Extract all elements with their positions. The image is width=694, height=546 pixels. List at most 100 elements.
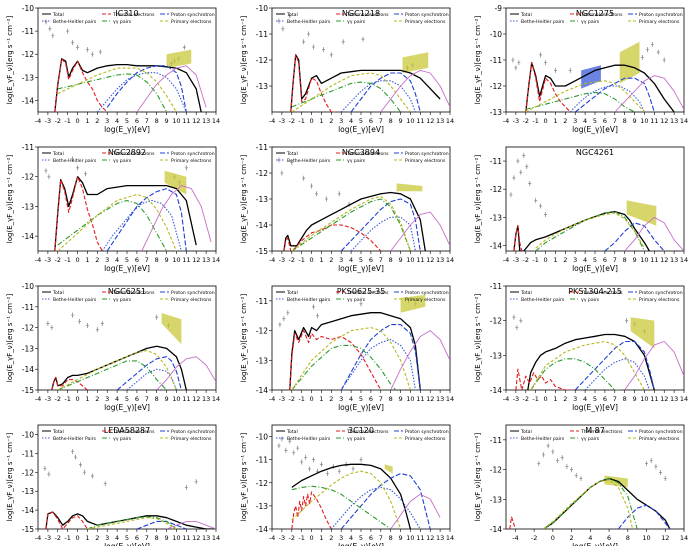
panel-3c120-xlabel: log(E_γ)[eV]: [338, 542, 384, 546]
series-line-primary-electrons: [535, 212, 645, 249]
data-point: [286, 310, 290, 316]
legend-label: γγ pairs: [113, 19, 132, 25]
data-point: [516, 158, 520, 164]
panel-pks0625-35-ylabel: log(E_γF_ν)[erg s⁻¹ cm⁻²]: [240, 294, 248, 383]
data-point: [568, 67, 572, 73]
panel-ic310-xlabel: log(E_γ)[eV]: [104, 125, 150, 134]
legend-label: Proton synchrotron: [405, 151, 449, 157]
x-tick-label: 0: [543, 395, 547, 403]
legend-label: Bethe-Heitler pairs: [287, 436, 331, 442]
x-tick-label: -4: [269, 395, 275, 403]
data-point: [43, 465, 47, 471]
x-tick-label: -1: [532, 117, 538, 125]
legend-label: Total: [520, 429, 532, 435]
panel-m-87-frame: [505, 424, 685, 530]
data-point: [509, 192, 513, 198]
data-point: [278, 322, 282, 328]
x-tick-label: 7: [379, 534, 383, 542]
x-tick-label: 13: [670, 117, 678, 125]
panel-ngc3894-title: NGC3894: [342, 148, 380, 157]
x-tick-label: 2: [329, 534, 333, 542]
x-tick-label: 7: [145, 534, 149, 542]
data-point: [74, 454, 78, 460]
x-tick-label: 12: [426, 117, 434, 125]
x-tick-label: 4: [588, 534, 592, 542]
y-tick-label: -11: [256, 143, 268, 152]
panel-ic310-title: IC310: [115, 9, 138, 18]
series-line-proton-synchrotron: [340, 198, 421, 251]
data-point: [46, 320, 50, 326]
legend-label: Proton synchrotron: [639, 12, 683, 18]
x-tick-label: 14: [446, 534, 454, 542]
x-tick-label: 7: [379, 395, 383, 403]
y-tick-label: -11: [256, 30, 268, 39]
y-tick-label: -11: [490, 436, 502, 445]
x-tick-label: -4: [35, 256, 41, 264]
panel-3c120-title: 3C120: [348, 426, 374, 435]
series-line-bethe-heitler-pairs: [340, 80, 416, 112]
x-tick-label: 8: [623, 117, 627, 125]
data-point: [519, 318, 523, 324]
x-tick-label: -1: [64, 256, 70, 264]
x-tick-label: 0: [543, 256, 547, 264]
x-tick-label: -3: [45, 395, 51, 403]
legend-label: Primary electrons: [639, 19, 680, 25]
x-tick-label: 1: [85, 117, 89, 125]
x-tick-label: 0: [309, 117, 313, 125]
x-tick-label: 11: [650, 395, 658, 403]
data-point: [90, 473, 94, 479]
legend-label: Thermal electrons: [112, 429, 155, 435]
x-tick-label: 1: [319, 256, 323, 264]
x-tick-label: 3: [573, 256, 577, 264]
data-point: [359, 301, 363, 307]
legend-label: Thermal electrons: [346, 429, 389, 435]
x-tick-label: 3: [573, 117, 577, 125]
legend-label: γγ pairs: [113, 297, 132, 303]
y-tick-label: -12: [490, 466, 502, 475]
x-tick-label: 5: [359, 256, 363, 264]
panel-m-87-ylabel: log(E_γF_ν)[erg s⁻¹ cm⁻²]: [474, 433, 482, 522]
series-line-proton-synchrotron: [106, 188, 187, 251]
data-point: [640, 54, 644, 60]
series-line-proton-synchrotron: [350, 72, 421, 112]
x-tick-label: 7: [145, 395, 149, 403]
x-tick-label: 4: [115, 534, 119, 542]
y-tick-label: -10: [256, 4, 268, 13]
series-line-primary-electrons: [57, 349, 177, 390]
x-tick-label: 5: [359, 534, 363, 542]
y-tick-label: -13: [490, 351, 502, 360]
series-line-primary-electrons: [87, 517, 177, 529]
data-point: [541, 452, 545, 458]
x-tick-label: 4: [349, 256, 353, 264]
series-line-extra: [156, 356, 216, 390]
legend-label: Thermal electrons: [112, 151, 155, 157]
data-point: [574, 473, 578, 479]
legend-label: Proton synchrotron: [171, 429, 215, 435]
x-tick-label: 0: [75, 256, 79, 264]
series-line-thermal-electrons: [54, 58, 108, 112]
data-point: [304, 454, 308, 460]
x-tick-label: -2: [55, 256, 61, 264]
x-tick-label: -4: [503, 395, 509, 403]
x-tick-label: 2: [563, 256, 567, 264]
legend-label: Primary electrons: [405, 19, 446, 25]
data-point: [103, 481, 107, 487]
x-tick-label: 10: [406, 256, 414, 264]
data-point: [302, 39, 306, 45]
x-tick-label: 4: [583, 395, 587, 403]
panel-ic310-ylabel: log(E_γF_ν)[erg s⁻¹ cm⁻²]: [6, 16, 14, 105]
series-line-pairs: [57, 73, 168, 112]
x-tick-label: 13: [436, 256, 444, 264]
legend-label: Primary electrons: [639, 297, 680, 303]
x-tick-label: 3: [339, 117, 343, 125]
data-point: [539, 52, 543, 58]
y-tick-label: -13: [490, 108, 502, 117]
x-tick-label: 5: [125, 395, 129, 403]
x-tick-label: 11: [182, 395, 190, 403]
y-tick-label: -13: [22, 73, 34, 82]
x-tick-label: 11: [182, 256, 190, 264]
panel-3c120: -4 -3 -2 -1 0 1 2 3 4 5 6 7 8 9 10 11 12 13 14-14-13-12-11…: [240, 424, 454, 546]
x-tick-label: -2: [523, 256, 529, 264]
x-tick-label: 1: [553, 117, 557, 125]
x-tick-label: 11: [416, 395, 424, 403]
